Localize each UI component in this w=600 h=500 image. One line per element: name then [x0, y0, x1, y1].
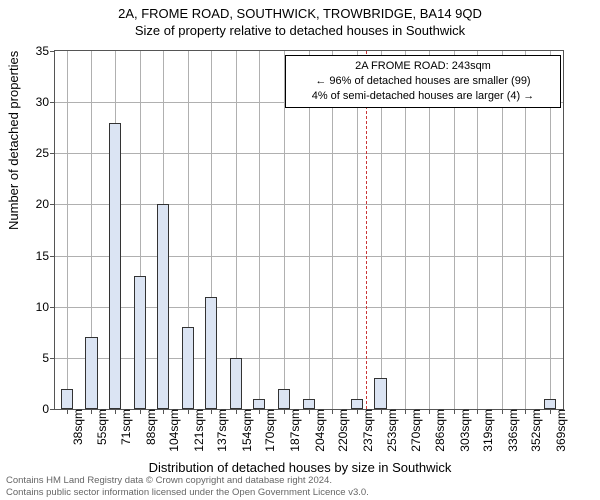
y-tick-label: 20 [36, 197, 55, 211]
x-tick-label: 88sqm [140, 409, 158, 445]
y-tick-label: 15 [36, 249, 55, 263]
y-tick-label: 25 [36, 146, 55, 160]
histogram-bar [374, 378, 386, 409]
x-tick-label: 187sqm [284, 409, 302, 452]
y-tick-label: 0 [42, 402, 55, 416]
histogram-bar [134, 276, 146, 409]
x-tick-label: 204sqm [309, 409, 327, 452]
histogram-bar [61, 389, 73, 409]
histogram-bar [230, 358, 242, 409]
histogram-bar [278, 389, 290, 409]
x-tick-label: 352sqm [525, 409, 543, 452]
y-tick-label: 35 [36, 44, 55, 58]
grid-line-v [236, 51, 237, 409]
histogram-bar [303, 399, 315, 409]
x-axis-label: Distribution of detached houses by size … [0, 460, 600, 475]
chart-title: 2A, FROME ROAD, SOUTHWICK, TROWBRIDGE, B… [0, 0, 600, 21]
x-tick-label: 121sqm [188, 409, 206, 452]
x-tick-label: 286sqm [429, 409, 447, 452]
x-tick-label: 237sqm [357, 409, 375, 452]
x-tick-label: 38sqm [67, 409, 85, 445]
x-tick-label: 170sqm [259, 409, 277, 452]
footer-attribution: Contains HM Land Registry data © Crown c… [6, 475, 369, 498]
x-tick-label: 336sqm [502, 409, 520, 452]
histogram-bar [253, 399, 265, 409]
x-tick-label: 220sqm [332, 409, 350, 452]
histogram-bar [351, 399, 363, 409]
x-tick-label: 71sqm [115, 409, 133, 445]
grid-line-v [67, 51, 68, 409]
x-tick-label: 154sqm [236, 409, 254, 452]
annotation-line-1: 2A FROME ROAD: 243sqm [292, 59, 554, 74]
annotation-line-3: 4% of semi-detached houses are larger (4… [292, 89, 554, 104]
histogram-bar [85, 337, 97, 409]
histogram-bar [182, 327, 194, 409]
y-tick-label: 10 [36, 300, 55, 314]
chart-container: 2A, FROME ROAD, SOUTHWICK, TROWBRIDGE, B… [0, 0, 600, 500]
x-tick-label: 270sqm [405, 409, 423, 452]
histogram-bar [205, 297, 217, 410]
grid-line-v [259, 51, 260, 409]
x-tick-label: 369sqm [550, 409, 568, 452]
x-tick-label: 104sqm [163, 409, 181, 452]
y-tick-label: 5 [42, 351, 55, 365]
x-tick-label: 319sqm [477, 409, 495, 452]
plot-area: 0510152025303538sqm55sqm71sqm88sqm104sqm… [54, 50, 564, 410]
x-tick-label: 137sqm [211, 409, 229, 452]
x-tick-label: 55sqm [91, 409, 109, 445]
x-tick-label: 253sqm [381, 409, 399, 452]
chart-subtitle: Size of property relative to detached ho… [0, 21, 600, 38]
histogram-bar [157, 204, 169, 409]
footer-line-1: Contains HM Land Registry data © Crown c… [6, 475, 369, 486]
y-axis-label: Number of detached properties [6, 51, 21, 230]
x-tick-label: 303sqm [454, 409, 472, 452]
annotation-line-2: ← 96% of detached houses are smaller (99… [292, 74, 554, 89]
histogram-bar [109, 123, 121, 409]
footer-line-2: Contains public sector information licen… [6, 487, 369, 498]
annotation-box: 2A FROME ROAD: 243sqm ← 96% of detached … [285, 55, 561, 108]
histogram-bar [544, 399, 556, 409]
y-tick-label: 30 [36, 95, 55, 109]
